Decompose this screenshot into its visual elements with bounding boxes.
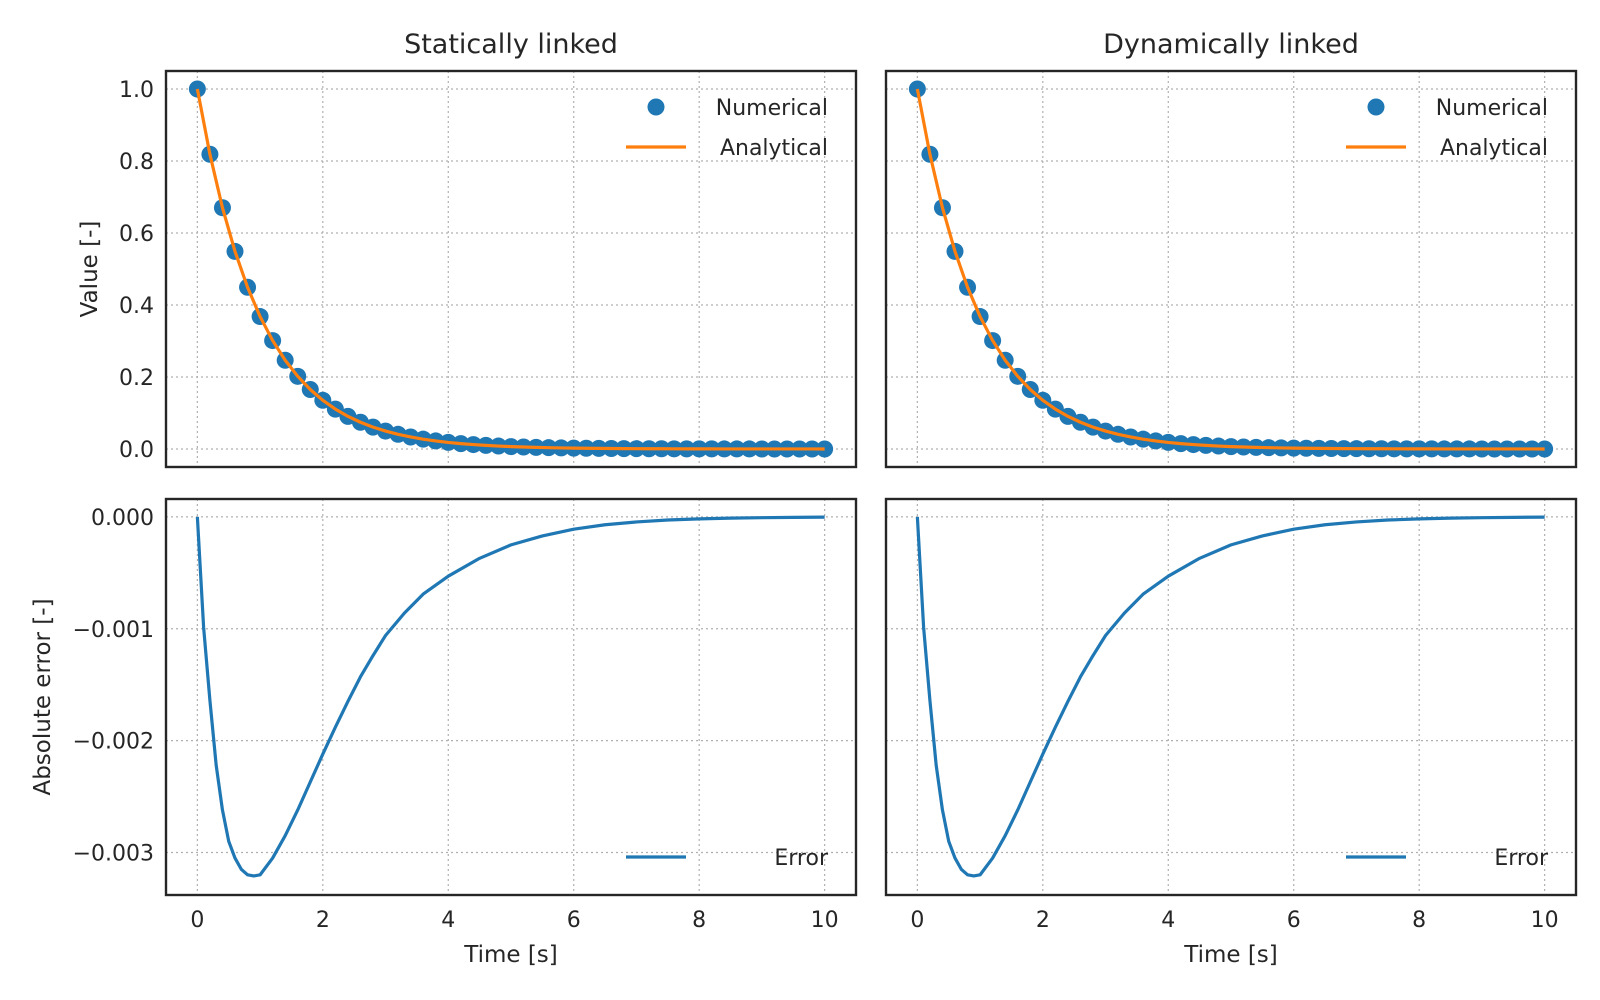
y-tick-label: −0.001: [73, 618, 154, 643]
legend: Numerical Analytical: [626, 96, 828, 161]
y-axis-label: Value [-]: [77, 221, 103, 318]
panel-title: Statically linked: [404, 29, 618, 60]
legend-marker-numerical: [647, 98, 665, 116]
legend-label-analytical: Analytical: [1440, 136, 1548, 161]
x-tick-label: 2: [1036, 908, 1050, 933]
x-tick-label: 8: [1412, 908, 1426, 933]
x-tick-label: 0: [190, 908, 204, 933]
axes-frame: [164, 69, 858, 469]
y-tick-label: 0.8: [119, 150, 154, 175]
y-tick-label: 0.2: [119, 366, 154, 391]
analytical-line: [195, 88, 825, 451]
axes-frame: [884, 497, 1578, 897]
axes-frame: [884, 69, 1578, 469]
legend-marker-numerical: [1367, 98, 1385, 116]
x-tick-label: 10: [1531, 908, 1559, 933]
axes-frame: [164, 497, 858, 897]
x-tick-label: 2: [316, 908, 330, 933]
y-tick-label: 0.6: [119, 222, 154, 247]
x-tick-label: 6: [1287, 908, 1301, 933]
x-tick-label: 10: [811, 908, 839, 933]
x-tick-label: 4: [1161, 908, 1175, 933]
y-tick-label: 0.000: [91, 506, 154, 531]
panel-2: Dynamically linked Numerical Analytical: [884, 29, 1578, 469]
legend-label-analytical: Analytical: [720, 136, 828, 161]
panel-title: Dynamically linked: [1103, 29, 1359, 60]
panel-1: 0.0 0.2 0.4 0.6 0.8 1.0 Statically linked Value…: [77, 29, 858, 469]
legend-label-error: Error: [1494, 846, 1549, 871]
y-axis-label: Absolute error [-]: [30, 598, 56, 795]
panel-4: 0 2 4 6 8 10 Time [s] Error: [884, 497, 1578, 968]
legend-label-numerical: Numerical: [716, 96, 828, 121]
x-tick-label: 4: [441, 908, 455, 933]
panel-3: 0 2 4 6 8 10 −0.003 −0.002 −0.001 0.000 Time [s] Ab…: [30, 497, 858, 968]
x-tick-label: 8: [692, 908, 706, 933]
legend: Numerical Analytical: [1346, 96, 1548, 161]
x-tick-label: 0: [910, 908, 924, 933]
legend-label-error: Error: [774, 846, 829, 871]
legend: Error: [626, 846, 829, 871]
y-tick-label: 0.4: [119, 294, 154, 319]
x-tick-label: 6: [567, 908, 581, 933]
y-tick-label: 0.0: [119, 438, 154, 463]
error-line: [915, 515, 1545, 878]
analytical-line: [915, 88, 1545, 451]
y-tick-label: 1.0: [119, 78, 154, 103]
x-axis-label: Time [s]: [1183, 942, 1278, 968]
legend: Error: [1346, 846, 1549, 871]
error-line: [195, 515, 825, 878]
y-tick-label: −0.003: [73, 841, 154, 866]
y-tick-label: −0.002: [73, 730, 154, 755]
x-axis-label: Time [s]: [463, 942, 558, 968]
legend-label-numerical: Numerical: [1436, 96, 1548, 121]
